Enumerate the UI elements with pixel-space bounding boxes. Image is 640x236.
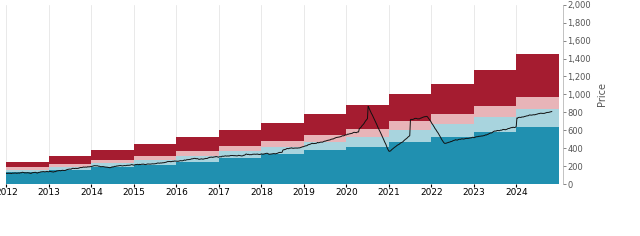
Bar (101, 173, 103, 184)
Bar (431, 173, 432, 184)
Bar (420, 173, 422, 184)
Bar (218, 173, 220, 184)
Bar (197, 173, 198, 184)
Bar (410, 173, 411, 184)
Bar (112, 173, 113, 184)
Bar (452, 173, 453, 184)
Bar (388, 173, 390, 184)
Bar (399, 173, 400, 184)
Bar (335, 173, 337, 184)
Bar (505, 173, 507, 184)
Bar (292, 173, 294, 184)
Bar (133, 173, 134, 184)
Bar (144, 173, 145, 184)
Bar (207, 173, 209, 184)
Bar (378, 173, 379, 184)
Bar (463, 173, 464, 184)
Bar (59, 173, 60, 184)
Bar (91, 173, 92, 184)
Bar (229, 173, 230, 184)
Bar (186, 173, 188, 184)
Bar (250, 173, 252, 184)
Bar (16, 173, 18, 184)
Bar (442, 173, 443, 184)
Bar (48, 173, 50, 184)
Bar (346, 173, 347, 184)
Bar (260, 173, 262, 184)
Bar (324, 173, 326, 184)
Bar (548, 173, 549, 184)
Bar (38, 173, 39, 184)
Y-axis label: Price: Price (596, 82, 607, 106)
Bar (495, 173, 496, 184)
Bar (484, 173, 485, 184)
Bar (516, 173, 517, 184)
Bar (303, 173, 305, 184)
Bar (165, 173, 166, 184)
Bar (27, 173, 28, 184)
Bar (6, 173, 7, 184)
Bar (175, 173, 177, 184)
Bar (154, 173, 156, 184)
Bar (282, 173, 284, 184)
Bar (271, 173, 273, 184)
Bar (122, 173, 124, 184)
Bar (537, 173, 538, 184)
Bar (69, 173, 71, 184)
Bar (356, 173, 358, 184)
Bar (80, 173, 81, 184)
Bar (239, 173, 241, 184)
Bar (526, 173, 528, 184)
Bar (314, 173, 316, 184)
Bar (473, 173, 475, 184)
Bar (367, 173, 369, 184)
